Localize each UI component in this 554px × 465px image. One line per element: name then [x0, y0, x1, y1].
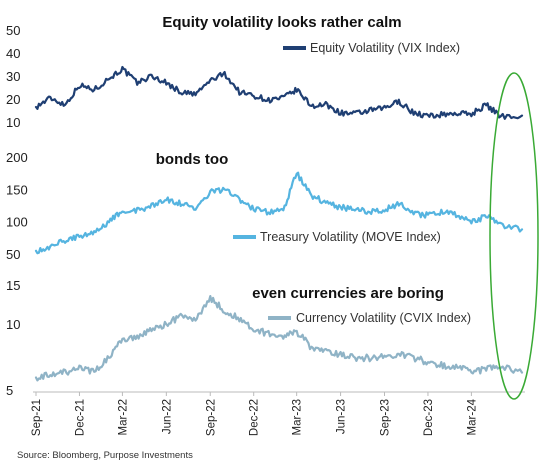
y-ticks-cvix: 5 10 15: [6, 278, 20, 398]
legend-label-cvix: Currency Volatility (CVIX Index): [296, 311, 471, 325]
y-tick-label-move: 200: [6, 150, 28, 165]
y-tick-label-vix: 20: [6, 92, 20, 107]
series-line-cvix: [34, 295, 524, 382]
x-tick-label: Jun-23: [336, 399, 348, 434]
x-tick-label: Sep-21: [31, 399, 43, 436]
y-tick-label-move: 150: [6, 182, 28, 197]
series-line-move: [34, 171, 524, 255]
y-tick-label-vix: 40: [6, 46, 20, 61]
legend-label-vix: Equity Volatility (VIX Index): [310, 41, 460, 55]
x-tick-label: Dec-22: [249, 399, 261, 436]
x-tick-label: Sep-23: [380, 399, 392, 436]
legend-label-move: Treasury Volatility (MOVE Index): [260, 230, 441, 244]
source-note: Source: Bloomberg, Purpose Investments: [17, 450, 193, 461]
y-tick-label-move: 50: [6, 247, 20, 262]
x-tick-label: Jun-22: [161, 399, 173, 434]
y-tick-label-cvix: 5: [6, 383, 13, 398]
chart-title-vix: Equity volatility looks rather calm: [162, 14, 401, 31]
x-tick-label: Dec-23: [423, 399, 435, 436]
y-tick-label-vix: 10: [6, 115, 20, 130]
x-axis-ticks: Sep-21 Dec-21 Mar-22 Jun-22 Sep-22 Dec-22 Mar-…: [31, 392, 478, 436]
x-tick-label: Mar-22: [117, 399, 129, 435]
y-ticks-vix: 10 20 30 40 50: [6, 23, 20, 130]
x-tick-label: Mar-24: [466, 398, 478, 435]
y-tick-label-cvix: 15: [6, 278, 20, 293]
y-ticks-move: 50 100 150 200: [6, 150, 28, 262]
y-tick-label-vix: 30: [6, 69, 20, 84]
chart-title-move: bonds too: [156, 151, 228, 168]
y-tick-label-move: 100: [6, 215, 28, 230]
series-line-vix: [34, 65, 524, 120]
chart-title-cvix: even currencies are boring: [252, 285, 444, 302]
x-tick-label: Mar-23: [292, 399, 304, 435]
highlight-ellipse: [489, 72, 539, 400]
panel-cvix: even currencies are boring 5 10 15 Currenc…: [6, 278, 524, 398]
y-tick-label-cvix: 10: [6, 317, 20, 332]
panel-vix: Equity volatility looks rather calm 10 20…: [6, 14, 524, 130]
x-tick-label: Sep-22: [205, 399, 217, 436]
x-tick-label: Dec-21: [74, 399, 86, 436]
y-tick-label-vix: 50: [6, 23, 20, 38]
panel-move: bonds too 50 100 150 200 Treasury Volatilit…: [6, 150, 524, 262]
